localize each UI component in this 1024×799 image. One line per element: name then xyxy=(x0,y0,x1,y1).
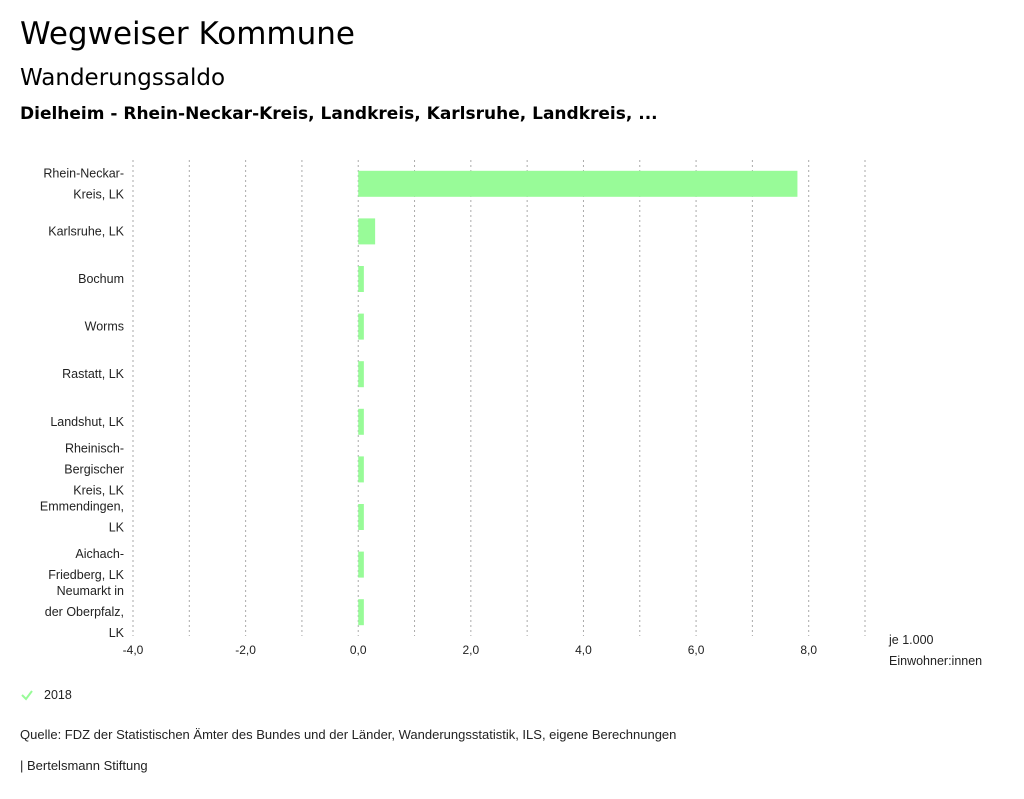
category-label-line: Kreis, LK xyxy=(73,187,124,201)
category-label: Emmendingen, LK xyxy=(40,500,125,535)
unit-label: je 1.000 Einwohner:innen xyxy=(889,630,982,672)
x-tick-label: 4,0 xyxy=(575,643,592,657)
category-label-line: Friedberg, LK xyxy=(48,568,124,582)
category-label-line: Rastatt, LK xyxy=(62,367,124,381)
bar-chart: Rhein-Neckar- Kreis, LK Karlsruhe, LK Bochu… xyxy=(40,160,866,657)
category-label-line: Rheinisch- xyxy=(65,441,124,455)
category-label: Rheinisch- Bergischer Kreis, LK xyxy=(64,441,124,497)
region-label: Dielheim - Rhein-Neckar-Kreis, Landkreis… xyxy=(20,104,658,124)
bar xyxy=(358,599,364,626)
category-label: Bochum xyxy=(78,272,124,286)
category-labels: Rhein-Neckar- Kreis, LK Karlsruhe, LK Bochu… xyxy=(40,166,125,640)
bar xyxy=(358,170,798,197)
bars xyxy=(358,170,798,626)
x-tick-label: 6,0 xyxy=(688,643,705,657)
unit-label-line: Einwohner:innen xyxy=(889,654,983,668)
category-label: Neumarkt in der Oberpfalz, LK xyxy=(45,584,125,640)
bar xyxy=(358,551,364,578)
bar xyxy=(358,361,364,388)
category-label-line: Kreis, LK xyxy=(73,483,124,497)
category-label-line: Landshut, LK xyxy=(50,415,124,429)
category-label-line: Worms xyxy=(85,320,124,334)
x-tick-label: -2,0 xyxy=(235,643,256,657)
footer-credit: | Bertelsmann Stiftung xyxy=(20,758,148,773)
bar xyxy=(358,218,376,245)
bar xyxy=(358,266,364,292)
bar xyxy=(358,456,364,483)
source-note: Quelle: FDZ der Statistischen Ämter des … xyxy=(20,727,677,742)
category-label: Landshut, LK xyxy=(50,415,124,429)
chart-subtitle: Wanderungssaldo xyxy=(20,65,226,91)
category-label: Worms xyxy=(85,320,124,334)
category-label-line: Karlsruhe, LK xyxy=(48,224,124,238)
x-tick-labels: -4,0 -2,0 0,0 2,0 4,0 6,0 8,0 xyxy=(123,643,818,657)
category-label-line: LK xyxy=(109,626,125,640)
category-label: Rastatt, LK xyxy=(62,367,124,381)
category-label: Aichach- Friedberg, LK xyxy=(48,547,124,582)
category-label-line: der Oberpfalz, xyxy=(45,605,124,619)
category-label-line: Bochum xyxy=(78,272,124,286)
x-tick-label: 0,0 xyxy=(350,643,367,657)
category-label: Karlsruhe, LK xyxy=(48,224,124,238)
x-tick-label: -4,0 xyxy=(123,643,144,657)
legend-item-2018[interactable]: 2018 xyxy=(20,688,72,702)
category-label-line: Rhein-Neckar- xyxy=(43,166,124,180)
check-icon xyxy=(21,690,33,701)
unit-label-line: je 1.000 xyxy=(889,633,934,647)
x-tick-label: 2,0 xyxy=(463,643,480,657)
category-label-line: Neumarkt in xyxy=(57,584,124,598)
category-label-line: LK xyxy=(109,521,125,535)
legend-label: 2018 xyxy=(44,688,72,702)
category-label-line: Bergischer xyxy=(64,462,124,476)
category-label-line: Emmendingen, xyxy=(40,500,124,514)
category-label: Rhein-Neckar- Kreis, LK xyxy=(43,166,124,201)
bar xyxy=(358,408,364,435)
bar xyxy=(358,504,364,530)
x-tick-label: 8,0 xyxy=(800,643,817,657)
bar xyxy=(358,313,364,340)
grid-lines xyxy=(132,160,866,636)
category-label-line: Aichach- xyxy=(75,547,124,561)
page-title: Wegweiser Kommune xyxy=(20,16,355,52)
